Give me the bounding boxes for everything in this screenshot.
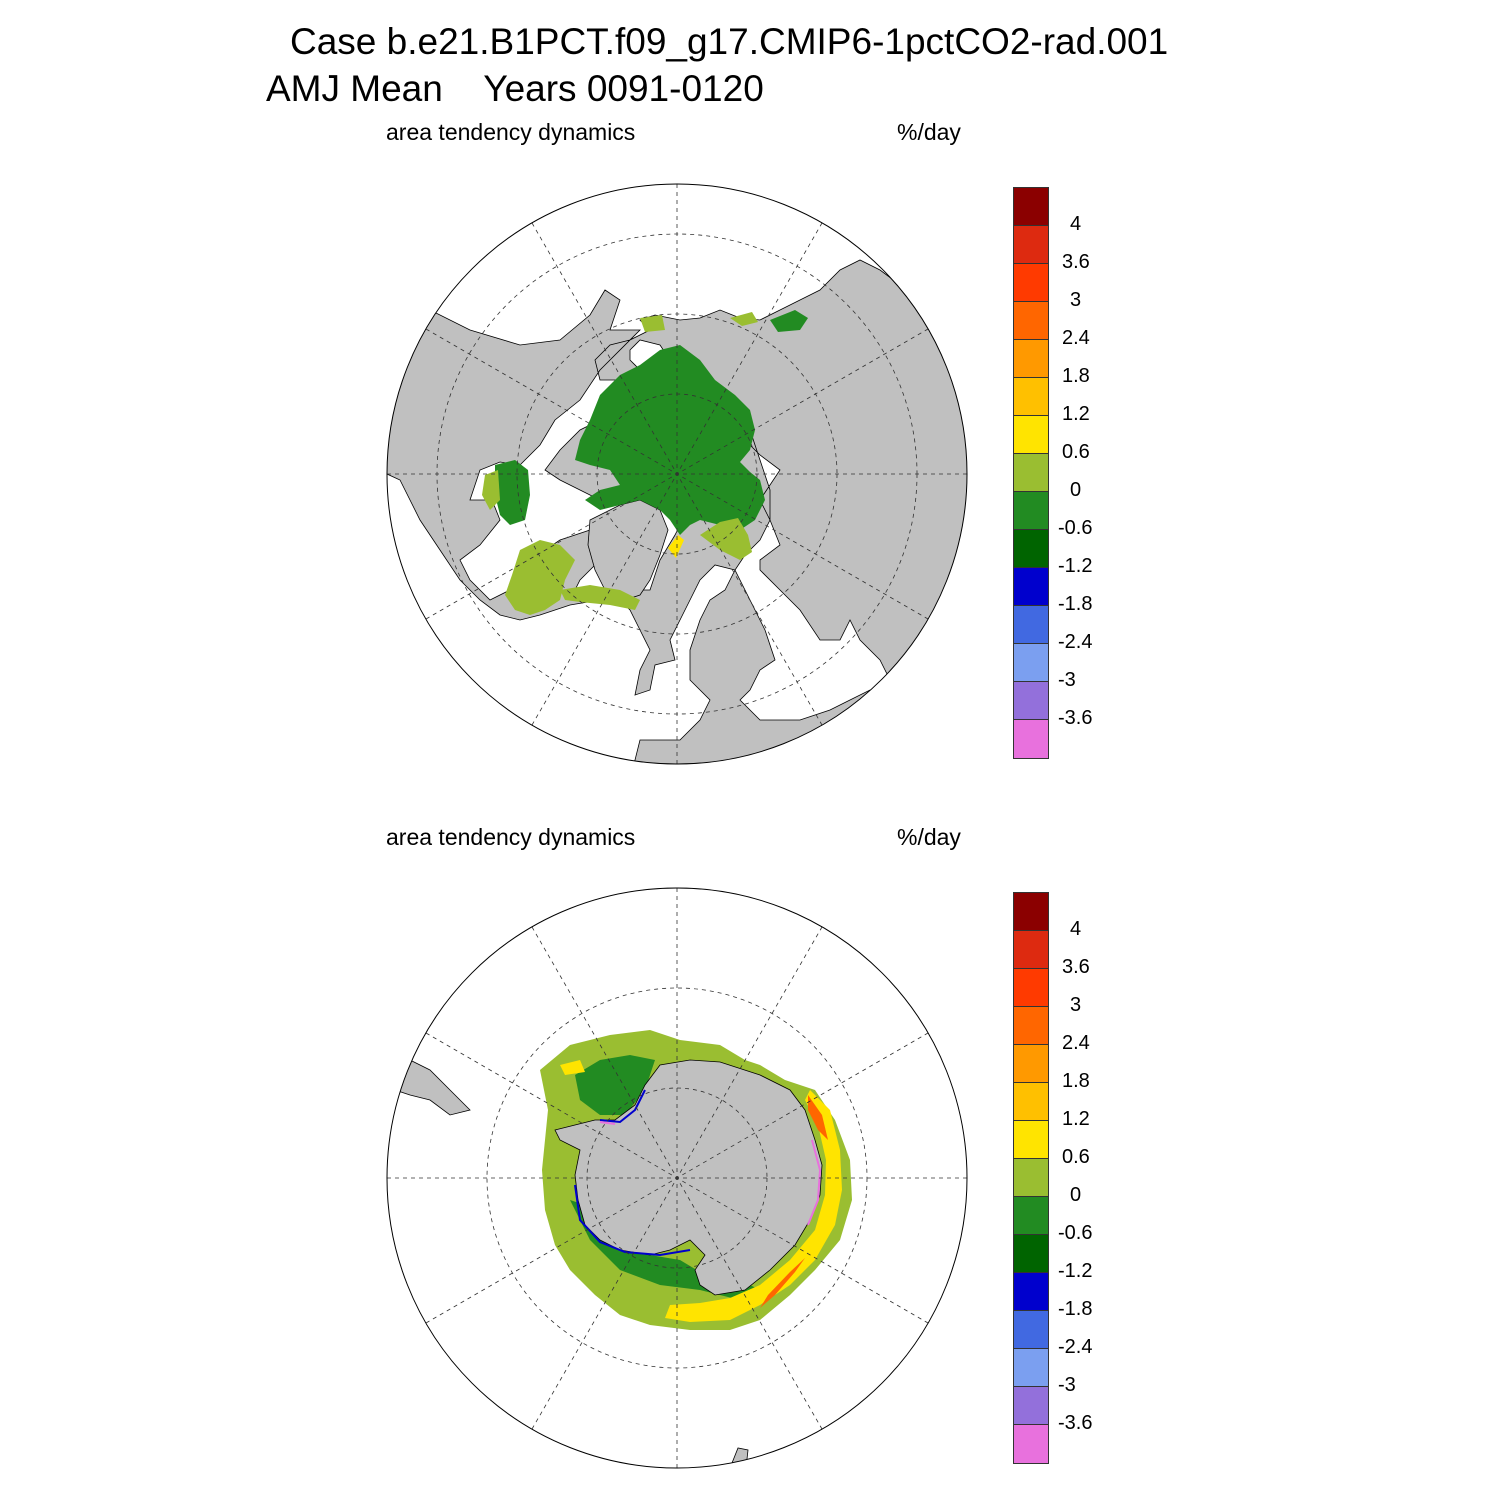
figure-title-period: AMJ Mean Years 0091-0120 (266, 68, 764, 109)
south-panel-units-label: %/day (897, 824, 961, 850)
south-colorbar-swatch (1013, 1158, 1049, 1197)
south-colorbar-tick-label: -0.6 (1058, 1222, 1093, 1244)
south-colorbar-swatch (1013, 1424, 1049, 1464)
north-colorbar-swatch (1013, 187, 1049, 226)
north-colorbar-tick-label: -0.6 (1058, 517, 1093, 539)
south-graticule (387, 888, 967, 1468)
baffin-margin (560, 585, 640, 610)
south-colorbar-swatch (1013, 1310, 1049, 1349)
south-colorbar-swatch (1013, 1272, 1049, 1311)
south-colorbar-swatch (1013, 1196, 1049, 1235)
south-colorbar-swatch (1013, 892, 1049, 931)
south-colorbar-tick-label: -2.4 (1058, 1336, 1093, 1358)
south-colorbar-tick-label: -1.2 (1058, 1260, 1093, 1282)
north-colorbar-swatch (1013, 605, 1049, 644)
north-colorbar-swatch (1013, 225, 1049, 264)
ross-orange (760, 1258, 805, 1308)
figure-title-case: Case b.e21.B1PCT.f09_g17.CMIP6-1pctCO2-r… (290, 21, 1169, 62)
north-colorbar-tick-label: 0.6 (1062, 441, 1090, 463)
south-colorbar-tick-label: 1.2 (1062, 1108, 1090, 1130)
hudson-margin (482, 470, 500, 510)
south-colorbar-swatch (1013, 1082, 1049, 1121)
antarctica-land (554, 1059, 823, 1296)
north-colorbar-tick-label: 3.6 (1062, 251, 1090, 273)
north-colorbar-swatch (1013, 377, 1049, 416)
north-colorbar-swatch (1013, 491, 1049, 530)
north-panel-units-label: %/day (897, 119, 961, 145)
north-colorbar-swatch (1013, 339, 1049, 378)
north-colorbar (1013, 187, 1049, 759)
weddell-yellow (560, 1060, 585, 1075)
south-colorbar (1013, 892, 1049, 1464)
north-panel-left-label: area tendency dynamics (386, 119, 636, 145)
north-colorbar-tick-label: 2.4 (1062, 327, 1090, 349)
south-colorbar-tick-label: -1.8 (1058, 1298, 1093, 1320)
south-colorbar-swatch (1013, 930, 1049, 969)
south-colorbar-tick-label: 2.4 (1062, 1032, 1090, 1054)
north-graticule (387, 184, 967, 764)
north-colorbar-swatch (1013, 453, 1049, 492)
north-colorbar-swatch (1013, 681, 1049, 720)
north-colorbar-swatch (1013, 529, 1049, 568)
hudson-bay-ice (495, 460, 530, 525)
south-colorbar-swatch (1013, 1120, 1049, 1159)
south-colorbar-swatch (1013, 968, 1049, 1007)
shelf-edge-pink (599, 1121, 822, 1226)
north-colorbar-tick-label: -1.2 (1058, 555, 1093, 577)
north-colorbar-swatch (1013, 301, 1049, 340)
shelf-edge (574, 1089, 691, 1257)
greenland-sea-yellow (668, 535, 684, 558)
north-polar-map (386, 183, 968, 765)
north-colorbar-tick-label: -1.8 (1058, 593, 1093, 615)
north-colorbar-swatch (1013, 567, 1049, 606)
east-antarctic-yellow (665, 1090, 842, 1322)
weddell-green (575, 1055, 655, 1115)
arctic-sea-ice (575, 345, 765, 535)
south-colorbar-tick-label: 4 (1070, 918, 1082, 940)
south-colorbar-swatch (1013, 1348, 1049, 1387)
north-colorbar-tick-label: -3.6 (1058, 707, 1093, 729)
south-colorbar-tick-label: 0.6 (1062, 1146, 1090, 1168)
okhotsk-margin (730, 312, 758, 326)
south-colorbar-swatch (1013, 1234, 1049, 1273)
north-colorbar-swatch (1013, 719, 1049, 759)
north-colorbar-swatch (1013, 415, 1049, 454)
north-colorbar-tick-label: -3 (1058, 669, 1076, 691)
north-colorbar-tick-label: -2.4 (1058, 631, 1093, 653)
north-colorbar-tick-label: 3 (1070, 289, 1082, 311)
south-colorbar-tick-label: 0 (1070, 1184, 1082, 1206)
north-colorbar-tick-label: 0 (1070, 479, 1082, 501)
north-colorbar-tick-label: 4 (1070, 213, 1082, 235)
south-colorbar-swatch (1013, 1386, 1049, 1425)
north-colorbar-swatch (1013, 263, 1049, 302)
south-colorbar-tick-label: -3 (1058, 1374, 1076, 1396)
south-colorbar-tick-label: 1.8 (1062, 1070, 1090, 1092)
okhotsk-ice (770, 310, 808, 332)
bering-margin (640, 315, 665, 332)
north-colorbar-tick-label: 1.2 (1062, 403, 1090, 425)
south-panel-left-label: area tendency dynamics (386, 824, 636, 850)
barents-margin (700, 518, 752, 560)
labrador-sea-ice-margin (505, 540, 575, 615)
south-colorbar-tick-label: -3.6 (1058, 1412, 1093, 1434)
south-colorbar-swatch (1013, 1006, 1049, 1045)
south-colorbar-tick-label: 3 (1070, 994, 1082, 1016)
south-polar-map (386, 887, 968, 1469)
south-colorbar-tick-label: 3.6 (1062, 956, 1090, 978)
north-colorbar-swatch (1013, 643, 1049, 682)
south-colorbar-swatch (1013, 1044, 1049, 1083)
north-colorbar-tick-label: 1.8 (1062, 365, 1090, 387)
east-antarctic-orange (808, 1095, 828, 1140)
